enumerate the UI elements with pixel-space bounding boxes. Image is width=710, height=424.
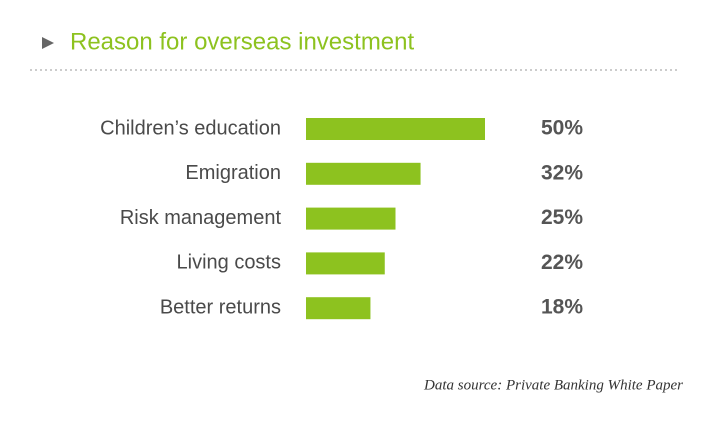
bar <box>306 252 385 275</box>
value-label: 18% <box>541 296 583 319</box>
category-label: Risk management <box>120 207 282 229</box>
category-label: Better returns <box>160 296 281 318</box>
value-label: 25% <box>541 206 583 229</box>
bar <box>306 207 396 230</box>
category-label: Emigration <box>185 162 281 184</box>
bar <box>306 162 421 185</box>
bar <box>306 118 485 140</box>
value-label: 32% <box>541 161 583 184</box>
source-note: Data source: Private Banking White Paper <box>423 377 683 393</box>
bar <box>306 297 371 320</box>
category-label: Children’s education <box>100 117 281 139</box>
title-marker <box>42 37 54 49</box>
value-label: 50% <box>541 117 583 140</box>
value-label: 22% <box>541 251 583 274</box>
category-label: Living costs <box>177 252 282 274</box>
chart-title: Reason for overseas investment <box>70 28 415 55</box>
